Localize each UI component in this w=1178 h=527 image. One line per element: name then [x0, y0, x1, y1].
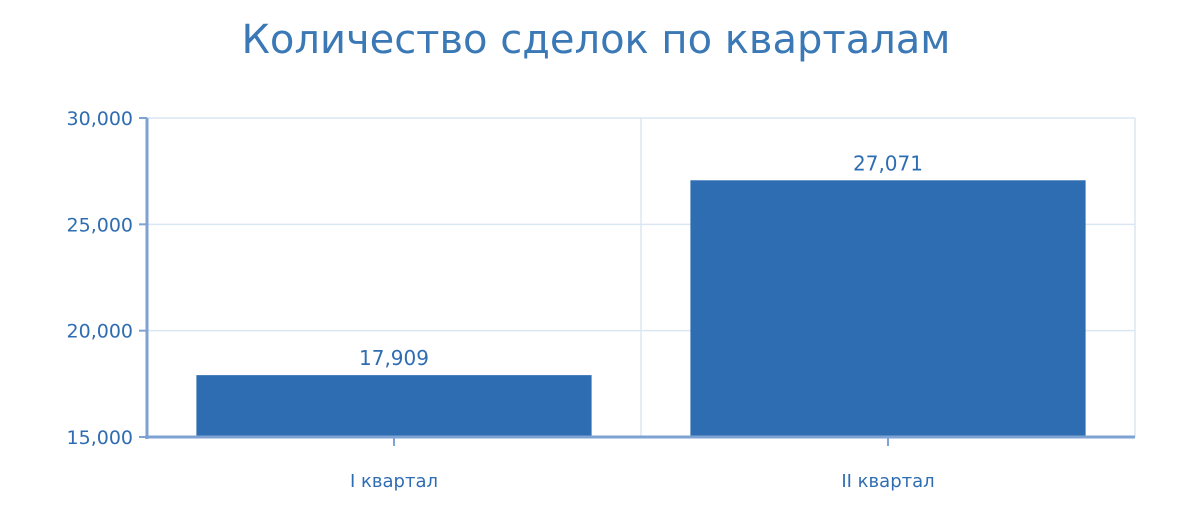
y-tick-label-1: 20,000: [67, 321, 133, 343]
axes: [139, 117, 1135, 446]
bar-1: [196, 375, 592, 437]
bars: [196, 180, 1086, 437]
data-label-1: 17,909: [359, 346, 429, 370]
y-tick-label-0: 15,000: [67, 427, 133, 449]
labels: 17,909 I квартал 27,071 II квартал 15,000 20,…: [67, 108, 935, 492]
category-label-1: I квартал: [350, 471, 438, 492]
chart-title: Количество сделок по кварталам: [242, 17, 951, 63]
bar-2: [690, 180, 1086, 437]
y-tick-label-2: 25,000: [67, 214, 133, 236]
data-label-2: 27,071: [853, 151, 923, 175]
y-tick-label-3: 30,000: [67, 108, 133, 130]
category-label-2: II квартал: [841, 471, 934, 492]
